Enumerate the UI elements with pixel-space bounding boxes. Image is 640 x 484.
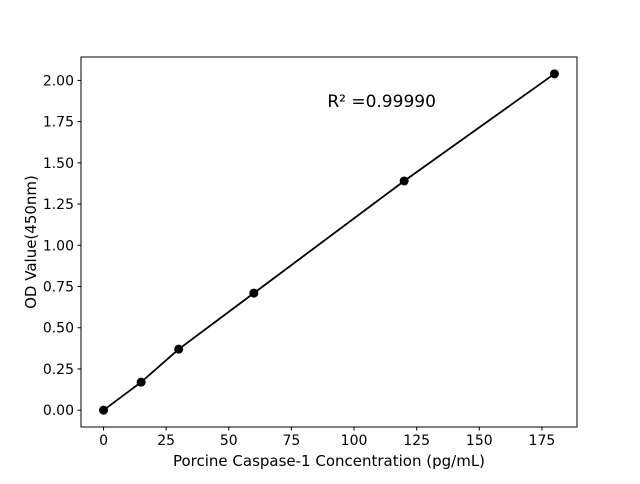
x-tick-label: 125	[403, 433, 430, 449]
x-tick-label: 150	[466, 433, 493, 449]
trend-line	[103, 73, 555, 411]
data-point	[99, 405, 109, 415]
r-squared-annotation: R² =0.99990	[327, 92, 436, 112]
data-point	[174, 344, 184, 354]
axes-frame	[80, 56, 578, 428]
x-tick-label: 175	[529, 433, 556, 449]
y-tick-label: 1.00	[43, 238, 74, 254]
y-tick-label: 1.75	[43, 115, 74, 131]
x-axis-label: Porcine Caspase-1 Concentration (pg/mL)	[173, 452, 485, 470]
data-point	[549, 69, 559, 79]
y-tick-label: 0.25	[43, 362, 74, 378]
x-tick-label: 25	[157, 433, 175, 449]
x-tick-label: 50	[220, 433, 238, 449]
y-tick-label: 0.75	[43, 280, 74, 296]
x-tick-label: 0	[99, 433, 108, 449]
y-axis-label: OD Value(450nm)	[22, 175, 40, 309]
data-point	[136, 377, 146, 387]
plot-area: 0 25 50 75 100 125 150 175 0.00 0.25 0.50 0.75 1.00 1…	[43, 56, 578, 449]
data-point	[249, 288, 259, 298]
x-tick-label: 100	[341, 433, 368, 449]
y-tick-label: 1.25	[43, 197, 74, 213]
y-tick-label: 1.50	[43, 156, 74, 172]
y-tick-label: 0.00	[43, 403, 74, 419]
data-point	[399, 176, 409, 186]
y-tick-label: 2.00	[43, 73, 74, 89]
x-tick-label: 75	[283, 433, 301, 449]
y-tick-label: 0.50	[43, 321, 74, 337]
